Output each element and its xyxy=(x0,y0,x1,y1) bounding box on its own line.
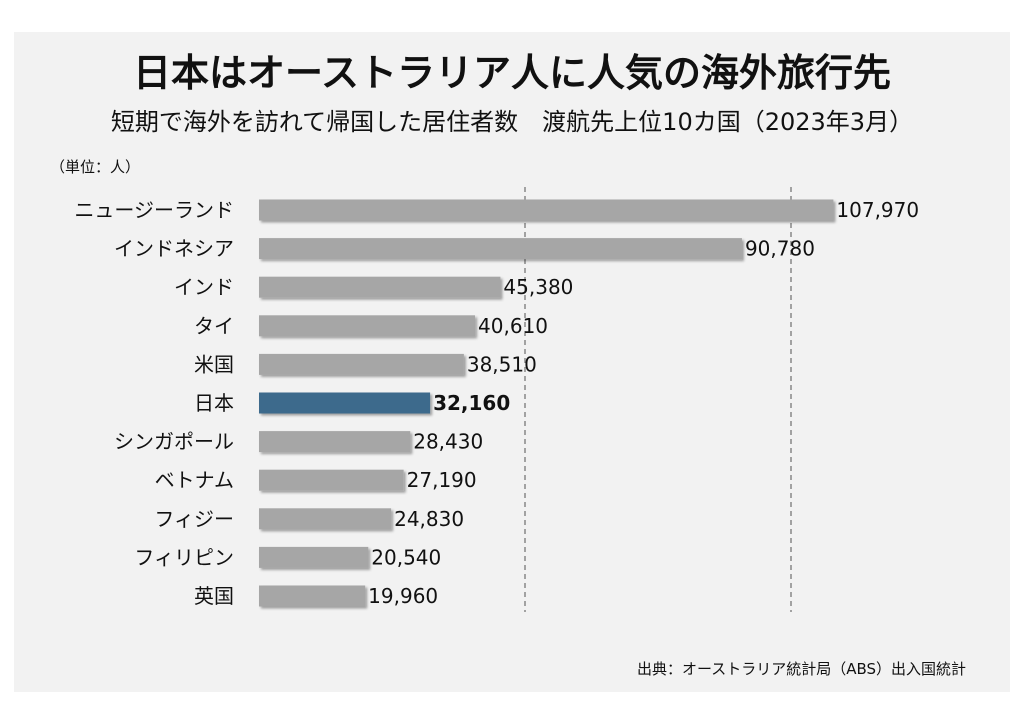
value-label: 19,960 xyxy=(368,584,438,608)
category-label: シンガポール xyxy=(114,430,234,454)
bar xyxy=(259,353,464,375)
value-label: 107,970 xyxy=(836,198,919,222)
category-label: インド xyxy=(174,275,234,299)
value-label: 27,190 xyxy=(407,468,477,492)
value-label: 20,540 xyxy=(371,545,441,569)
bar xyxy=(259,508,392,530)
bar-highlight xyxy=(259,392,431,414)
value-label: 38,510 xyxy=(467,352,537,376)
source-note: 出典：オーストラリア統計局（ABS）出入国統計 xyxy=(636,660,966,678)
bar xyxy=(259,238,742,260)
bar xyxy=(259,469,404,491)
chart-title: 日本はオーストラリア人に人気の海外旅行先 xyxy=(132,51,892,95)
category-label: インドネシア xyxy=(114,237,234,261)
bar xyxy=(259,585,366,607)
chart-panel: 日本はオーストラリア人に人気の海外旅行先 短期で海外を訪れて帰国した居住者数 渡… xyxy=(14,32,1010,692)
unit-label: （単位：人） xyxy=(50,158,141,176)
category-label: 米国 xyxy=(194,352,234,376)
value-label: 45,380 xyxy=(503,275,573,299)
value-label: 24,830 xyxy=(394,507,464,531)
bar xyxy=(259,199,834,221)
value-label: 32,160 xyxy=(433,391,510,415)
bar xyxy=(259,315,476,337)
category-label: ニュージーランド xyxy=(74,198,234,222)
value-label: 40,610 xyxy=(478,314,548,338)
chart-subtitle: 短期で海外を訪れて帰国した居住者数 渡航先上位10カ国（2023年3月） xyxy=(110,108,914,136)
bar xyxy=(259,276,501,298)
value-label: 90,780 xyxy=(745,237,815,261)
category-label: 英国 xyxy=(194,584,234,608)
value-label: 28,430 xyxy=(413,430,483,454)
category-label: ベトナム xyxy=(155,468,234,492)
category-label: フィジー xyxy=(154,507,234,531)
bar xyxy=(259,546,369,568)
bar xyxy=(259,431,411,453)
category-label: タイ xyxy=(194,314,234,338)
category-label: 日本 xyxy=(194,391,234,415)
bar-chart: ニュージーランド 107,970 インドネシア 90,780 インド 45,380 タイ 40… xyxy=(74,187,919,612)
category-label: フィリピン xyxy=(134,545,234,569)
